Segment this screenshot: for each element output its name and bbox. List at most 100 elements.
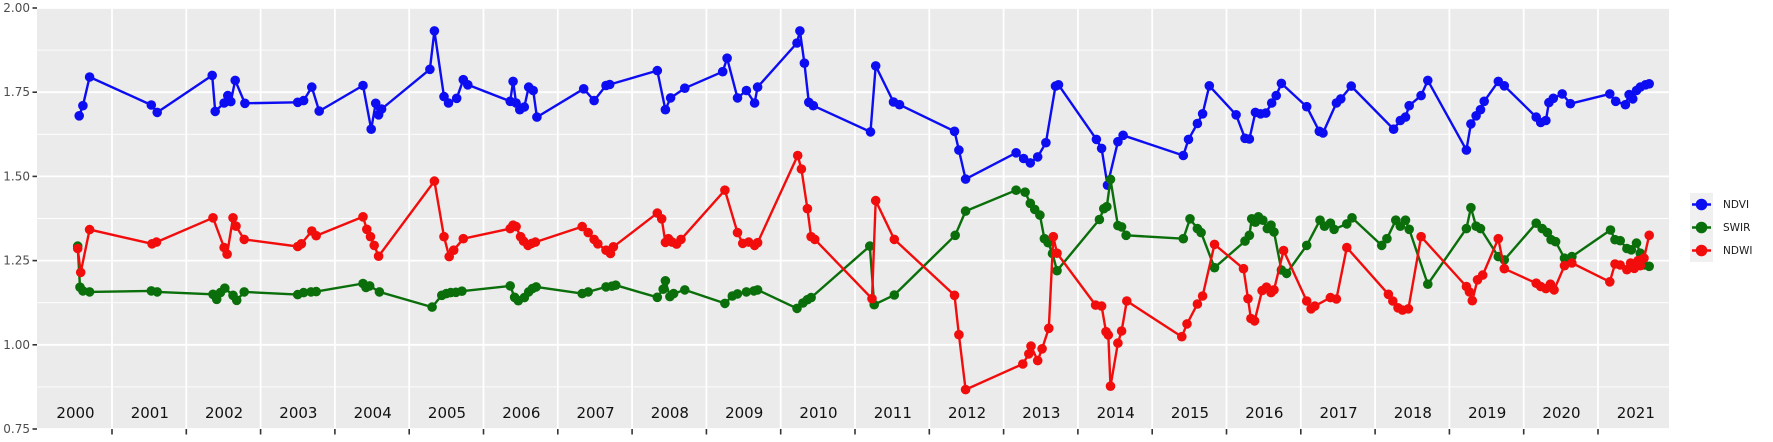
data-point	[1499, 81, 1510, 91]
data-point	[366, 124, 377, 134]
data-point	[949, 126, 960, 137]
x-axis-tick-label: 2015	[1171, 404, 1209, 422]
data-point	[298, 95, 309, 106]
data-point	[1301, 240, 1312, 251]
legend-key-dot	[1695, 244, 1708, 257]
data-point	[960, 206, 971, 216]
data-point	[960, 174, 971, 184]
data-point	[1182, 319, 1192, 329]
data-point	[1639, 253, 1649, 263]
data-point	[1404, 100, 1414, 111]
data-point	[1122, 296, 1132, 306]
data-point	[1336, 94, 1346, 104]
data-point	[1404, 224, 1414, 235]
data-point	[75, 267, 86, 278]
data-point	[1209, 239, 1220, 250]
data-point	[311, 286, 322, 297]
data-point	[239, 234, 249, 245]
x-axis-tick-label: 2006	[502, 404, 540, 422]
data-point	[505, 281, 515, 291]
data-point	[1567, 258, 1577, 268]
data-point	[1626, 245, 1637, 255]
data-point	[870, 195, 881, 206]
data-point	[458, 233, 469, 244]
data-point	[84, 224, 95, 235]
data-point	[240, 98, 250, 109]
axis-ticks	[32, 7, 1599, 435]
x-axis-tick-label: 2016	[1245, 404, 1283, 422]
data-point	[1116, 222, 1127, 232]
data-point	[1548, 93, 1559, 104]
data-point	[296, 239, 307, 249]
data-point	[949, 290, 960, 301]
data-point	[1048, 231, 1059, 242]
data-point	[865, 127, 876, 137]
data-point	[1466, 202, 1476, 213]
x-axis-tick-label: 2013	[1022, 404, 1060, 422]
data-point	[365, 231, 376, 242]
legend-label-swir: SWIR	[1723, 221, 1751, 234]
data-point	[429, 26, 440, 36]
data-point	[1475, 104, 1486, 115]
data-point	[1011, 148, 1021, 158]
data-point	[652, 292, 663, 303]
data-point	[511, 221, 521, 232]
data-point	[1258, 215, 1268, 225]
data-point	[720, 185, 730, 195]
data-point	[660, 104, 671, 115]
data-point	[680, 83, 690, 93]
data-point	[220, 283, 230, 294]
legend-item-ndvi: NDVI	[1690, 193, 1752, 216]
data-point	[583, 287, 593, 297]
data-point	[1025, 158, 1036, 168]
data-point	[443, 98, 454, 108]
legend-key-swir	[1690, 216, 1713, 239]
data-point	[799, 58, 810, 68]
data-point	[358, 80, 368, 91]
data-point	[207, 70, 217, 81]
data-point	[528, 85, 538, 96]
data-point	[1615, 235, 1625, 246]
data-point	[1423, 75, 1433, 86]
x-axis-tick-label: 2003	[279, 404, 317, 422]
data-point	[531, 282, 541, 292]
data-point	[894, 99, 905, 110]
x-axis-tick-label: 2018	[1394, 404, 1432, 422]
data-point	[1197, 109, 1208, 119]
y-axis-tick-label: 1.75	[3, 85, 30, 99]
data-point	[717, 66, 728, 77]
data-point	[1559, 253, 1570, 263]
data-point	[1615, 260, 1625, 270]
data-point	[84, 287, 95, 297]
data-point	[680, 285, 690, 295]
data-point	[752, 237, 763, 248]
data-point	[1024, 349, 1034, 359]
x-axis-tick-label: 2008	[651, 404, 689, 422]
legend-key-ndwi	[1690, 239, 1713, 262]
data-point	[508, 76, 518, 87]
x-axis-labels: 2000 2001 2002 2003 2004 2005 2006 2007 2008 2009…	[56, 404, 1654, 422]
data-point	[1177, 331, 1187, 342]
legend-key-dot	[1695, 221, 1708, 234]
data-point	[792, 150, 803, 161]
legend: NDVI SWIR NDWI	[1690, 193, 1752, 262]
data-point	[1605, 277, 1615, 287]
data-point	[1026, 341, 1036, 351]
data-point	[239, 287, 249, 297]
data-point	[1400, 112, 1411, 122]
data-point	[84, 72, 95, 82]
legend-key-ndvi	[1690, 193, 1713, 216]
data-point	[665, 93, 676, 103]
data-point	[1347, 213, 1357, 223]
data-point	[954, 145, 964, 155]
data-point	[376, 104, 387, 114]
data-point	[749, 98, 760, 108]
x-axis-tick-label: 2017	[1320, 404, 1358, 422]
data-point	[1032, 152, 1043, 162]
data-point	[660, 276, 671, 286]
data-point	[1605, 225, 1616, 235]
data-point	[152, 287, 162, 297]
data-point	[1243, 293, 1253, 304]
data-point	[1121, 230, 1131, 241]
